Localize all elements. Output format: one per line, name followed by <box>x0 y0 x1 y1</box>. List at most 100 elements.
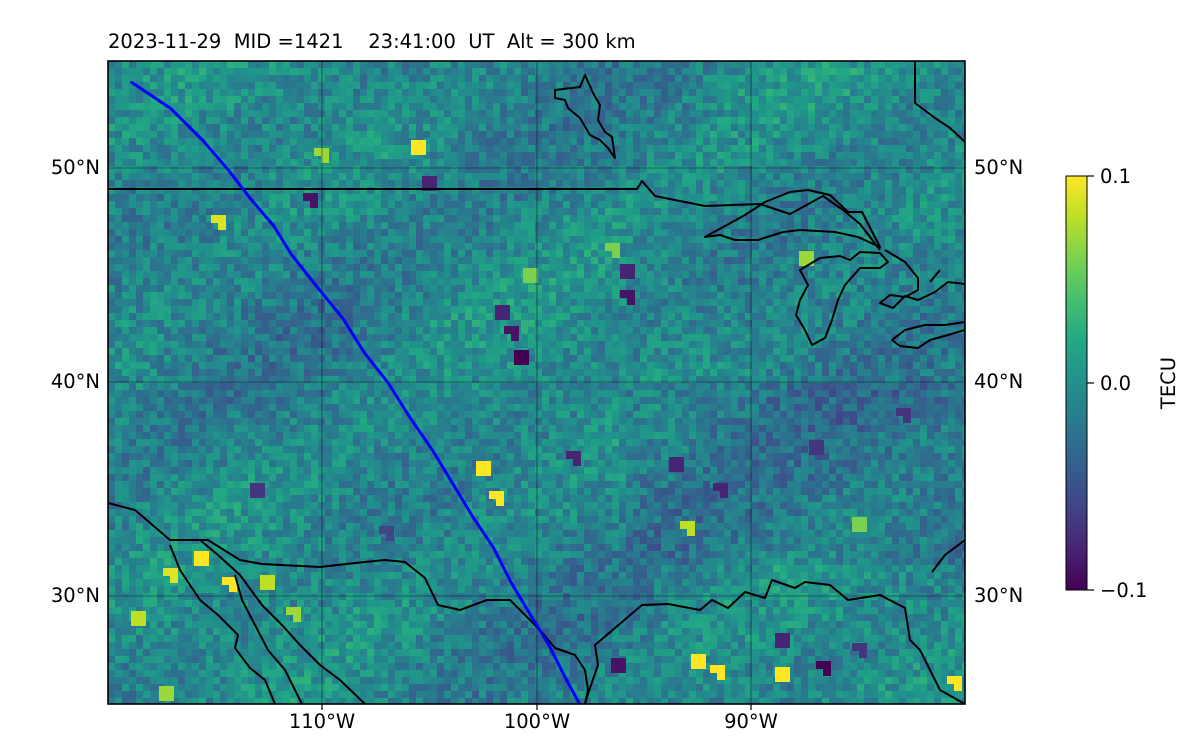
tec-hotspot-cell <box>612 243 620 251</box>
tec-coldspot-cell <box>514 350 522 358</box>
tec-coldspot-cell <box>618 665 626 673</box>
tec-hotspot-cell <box>218 215 226 223</box>
tec-hotspot-cell <box>166 686 174 694</box>
tec-hotspot-cell <box>229 584 237 592</box>
tec-hotspot-cell <box>691 654 699 662</box>
tec-coldspot-cell <box>422 176 430 184</box>
tec-hotspot-cell <box>710 665 718 673</box>
tec-coldspot-cell <box>514 357 522 365</box>
lon-label-110w: 110°W <box>289 710 355 733</box>
tec-coldspot-cell <box>495 312 503 320</box>
tec-hotspot-cell <box>222 577 230 585</box>
tec-hotspot-cell <box>321 155 329 163</box>
tec-hotspot-cell <box>698 654 706 662</box>
tec-coldspot-cell <box>669 464 677 472</box>
tec-coldspot-cell <box>566 451 574 459</box>
tec-coldspot-cell <box>611 658 619 666</box>
coastlines-and-borders <box>108 61 965 704</box>
tec-coldspot-cell <box>676 457 684 465</box>
tec-coldspot-cell <box>502 305 510 313</box>
tec-hotspot-cell <box>163 568 171 576</box>
tec-hotspot-cell <box>194 551 202 559</box>
hudson-bay-coast <box>914 61 965 143</box>
tec-hotspot-cell <box>411 140 419 148</box>
gulf-of-california-coast <box>169 544 276 704</box>
tec-coldspot-cell <box>713 483 721 491</box>
tec-hotspot-cell <box>418 140 426 148</box>
tec-hotspot-cell <box>293 614 301 622</box>
tec-hotspot-cell <box>947 676 955 684</box>
tec-coldspot-cell <box>429 176 437 184</box>
tec-coldspot-cell <box>386 533 394 541</box>
florida-coast <box>931 539 965 573</box>
tec-coldspot-cell <box>903 415 911 423</box>
tec-hotspot-cell <box>194 558 202 566</box>
tec-coldspot-cell <box>782 633 790 641</box>
tec-hotspot-cell <box>687 521 695 529</box>
tec-hotspot-cell <box>260 575 268 583</box>
tec-hotspot-cell <box>859 517 867 525</box>
longitude-labels: 110°W 100°W 90°W <box>289 710 778 733</box>
tec-coldspot-cell <box>422 183 430 191</box>
tec-coldspot-cell <box>896 408 904 416</box>
tec-coldspot-cell <box>257 483 265 491</box>
tec-coldspot-cell <box>852 643 860 651</box>
tec-hotspot-cell <box>483 468 491 476</box>
tec-hotspot-cell <box>782 667 790 675</box>
tec-coldspot-cell <box>511 326 519 334</box>
tec-hotspot-cell <box>131 611 139 619</box>
lake-winnipeg-outline <box>554 74 616 159</box>
tec-hotspot-cell <box>859 524 867 532</box>
tec-coldspot-cell <box>823 661 831 669</box>
tec-coldspot-cell <box>676 464 684 472</box>
tec-hotspot-cell <box>138 618 146 626</box>
tec-coldspot-cell <box>379 526 387 534</box>
tec-coldspot-cell <box>816 447 824 455</box>
colorbar-gradient <box>1065 175 1088 591</box>
tec-coldspot-cell <box>429 183 437 191</box>
tec-hotspot-cell <box>476 461 484 469</box>
tec-coldspot-cell <box>775 633 783 641</box>
tec-coldspot-cell <box>816 661 824 669</box>
tec-hotspot-cell <box>523 268 531 276</box>
tec-hotspot-cell <box>260 582 268 590</box>
tec-hotspot-cell <box>218 222 226 230</box>
tec-hotspot-cell <box>131 618 139 626</box>
tec-hotspot-cell <box>166 693 174 701</box>
colorbar-tick-label-max: 0.1 <box>1100 165 1131 188</box>
tec-coldspot-cell <box>627 297 635 305</box>
tec-hotspot-cell <box>159 686 167 694</box>
tec-hotspot-cell <box>775 667 783 675</box>
tec-hotspot-cell <box>612 250 620 258</box>
tec-hotspot-cell <box>799 251 807 259</box>
tec-hotspot-cell <box>476 468 484 476</box>
tec-hotspot-cell <box>293 607 301 615</box>
tec-coldspot-cell <box>495 305 503 313</box>
map-panel: 110°W 100°W 90°W 50°N 40°N 30°N 50°N 40°… <box>51 60 1023 733</box>
tec-hotspot-cell <box>799 258 807 266</box>
tec-hotspot-cell <box>267 582 275 590</box>
us-mexico-border <box>108 502 589 704</box>
tec-coldspot-cell <box>310 200 318 208</box>
tec-hotspot-cell <box>698 661 706 669</box>
tec-coldspot-cell <box>816 440 824 448</box>
us-canada-border <box>108 180 881 251</box>
tec-hotspot-cell <box>170 575 178 583</box>
colorbar-tick-label-zero: 0.0 <box>1100 372 1131 395</box>
tec-coldspot-cell <box>903 408 911 416</box>
tec-hotspot-cell <box>691 661 699 669</box>
lon-label-90w: 90°W <box>724 710 778 733</box>
latitude-labels-left: 50°N 40°N 30°N <box>51 156 100 607</box>
tec-coldspot-cell <box>775 640 783 648</box>
lat-label-right-50n: 50°N <box>974 156 1023 179</box>
mainland-mexico-coast <box>234 574 303 704</box>
colorbar-tick-label-min: −0.1 <box>1100 579 1147 602</box>
tec-coldspot-cell <box>250 490 258 498</box>
tec-hotspot-cell <box>321 148 329 156</box>
tec-coldspot-cell <box>618 658 626 666</box>
tec-hotspot-cell <box>211 215 219 223</box>
tec-hotspot-cell <box>170 568 178 576</box>
lake-erie-outline <box>891 321 965 349</box>
lat-label-left-40n: 40°N <box>51 370 100 393</box>
tec-coldspot-cell <box>859 650 867 658</box>
